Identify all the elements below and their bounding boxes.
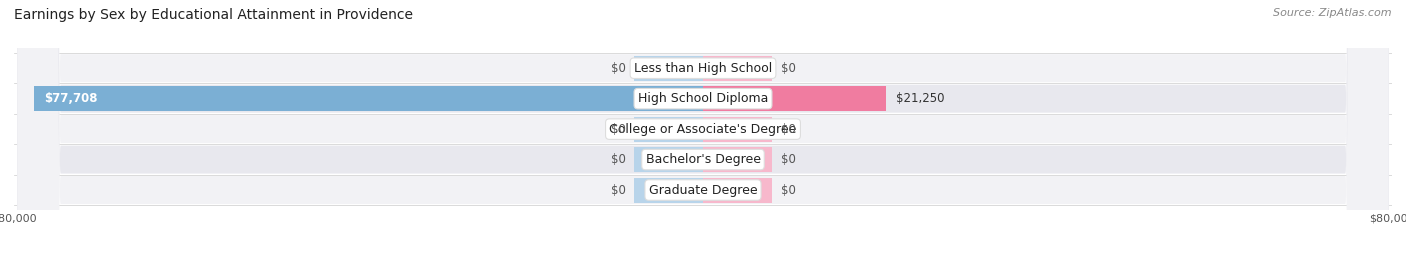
Bar — [703, 178, 772, 203]
Text: $0: $0 — [780, 123, 796, 136]
Text: Source: ZipAtlas.com: Source: ZipAtlas.com — [1274, 8, 1392, 18]
FancyBboxPatch shape — [17, 0, 1389, 269]
Legend: Male, Female: Male, Female — [630, 264, 776, 269]
Bar — [634, 56, 703, 81]
Text: Less than High School: Less than High School — [634, 62, 772, 75]
Text: $0: $0 — [610, 153, 626, 166]
Text: $0: $0 — [780, 183, 796, 197]
Text: Earnings by Sex by Educational Attainment in Providence: Earnings by Sex by Educational Attainmen… — [14, 8, 413, 22]
Bar — [703, 56, 772, 81]
Text: Bachelor's Degree: Bachelor's Degree — [645, 153, 761, 166]
Text: $21,250: $21,250 — [897, 92, 945, 105]
Bar — [34, 86, 703, 111]
Text: $0: $0 — [610, 62, 626, 75]
FancyBboxPatch shape — [17, 0, 1389, 269]
Bar — [703, 86, 886, 111]
Text: College or Associate's Degree: College or Associate's Degree — [609, 123, 797, 136]
Text: $0: $0 — [780, 153, 796, 166]
Text: $77,708: $77,708 — [44, 92, 97, 105]
FancyBboxPatch shape — [17, 0, 1389, 269]
Text: $0: $0 — [610, 183, 626, 197]
Text: Graduate Degree: Graduate Degree — [648, 183, 758, 197]
FancyBboxPatch shape — [17, 0, 1389, 269]
FancyBboxPatch shape — [17, 0, 1389, 269]
Bar — [634, 147, 703, 172]
Text: High School Diploma: High School Diploma — [638, 92, 768, 105]
Bar — [634, 117, 703, 141]
Bar — [703, 147, 772, 172]
Text: $0: $0 — [610, 123, 626, 136]
Bar — [703, 117, 772, 141]
Text: $0: $0 — [780, 62, 796, 75]
Bar — [634, 178, 703, 203]
